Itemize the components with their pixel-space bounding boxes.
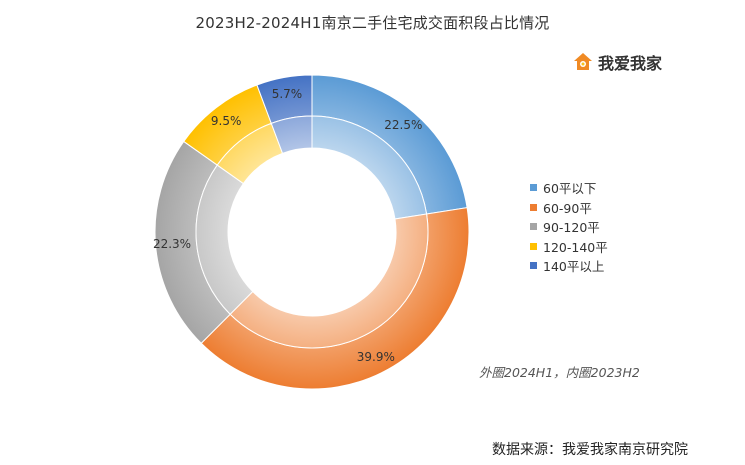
slice-label-3: 9.5% — [211, 114, 242, 128]
legend-swatch — [530, 203, 537, 211]
legend-item: 60平以下 — [530, 178, 608, 198]
legend-swatch — [530, 184, 537, 192]
slice-label-2: 22.3% — [153, 237, 191, 251]
legend-label: 90-120平 — [543, 220, 600, 236]
legend-label: 140平以上 — [543, 259, 605, 275]
legend-label: 60平以下 — [543, 181, 597, 197]
legend-item: 60-90平 — [530, 198, 608, 218]
legend-item: 140平以上 — [530, 256, 608, 276]
inner-slice-4 — [270, 115, 313, 154]
inner-slice-1 — [229, 213, 429, 349]
legend: 60平以下 60-90平 90-120平 120-140平 140平以上 — [530, 178, 608, 276]
legend-swatch — [530, 262, 537, 270]
legend-swatch — [530, 242, 537, 250]
legend-swatch — [530, 223, 537, 231]
data-source: 数据来源：我爱我家南京研究院 — [492, 442, 688, 458]
slice-label-0: 22.5% — [384, 118, 422, 132]
house-logo-icon — [574, 53, 592, 70]
legend-label: 120-140平 — [543, 239, 608, 255]
legend-item: 120-140平 — [530, 237, 608, 257]
ring-note: 外圈2024H1，内圈2023H2 — [479, 365, 640, 380]
chart-title: 2023H2-2024H1南京二手住宅成交面积段占比情况 — [195, 14, 550, 32]
slice-label-4: 5.7% — [272, 87, 303, 101]
legend-label: 60-90平 — [543, 200, 592, 216]
legend-item: 90-120平 — [530, 217, 608, 237]
brand-name: 我爱我家 — [598, 54, 663, 73]
slice-label-1: 39.9% — [357, 350, 395, 364]
brand-logo: 我爱我家 — [572, 50, 662, 74]
